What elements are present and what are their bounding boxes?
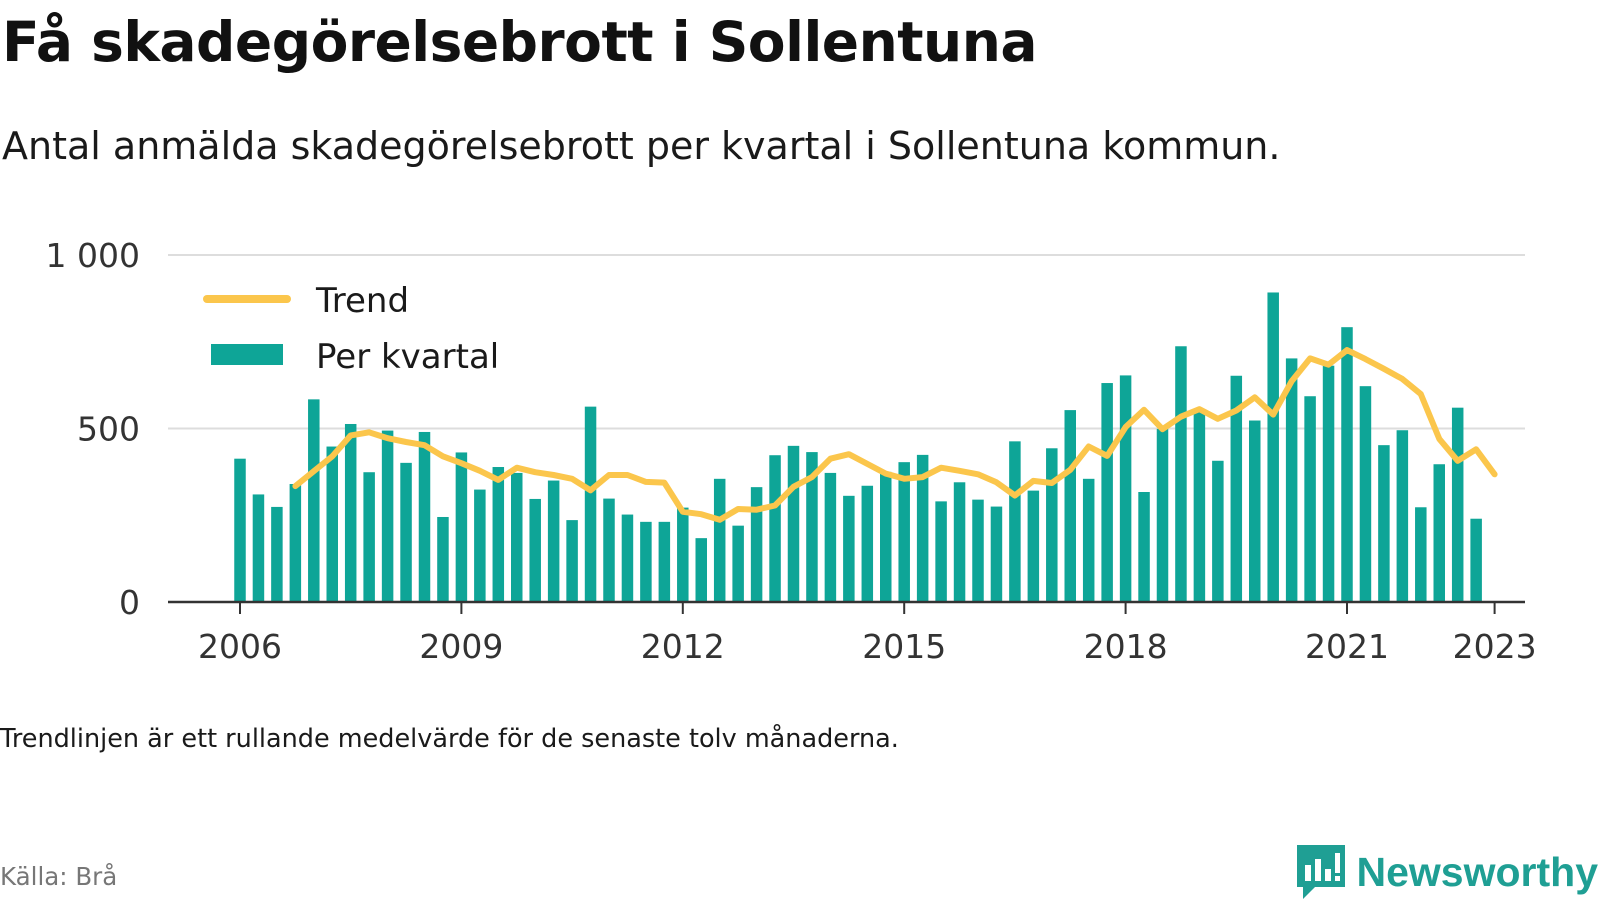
- bar: [806, 452, 818, 602]
- bar: [1415, 507, 1427, 602]
- bar: [1009, 441, 1021, 602]
- bar: [1175, 346, 1187, 602]
- bar: [732, 525, 744, 602]
- bar: [1230, 375, 1243, 602]
- bar: [1433, 464, 1445, 602]
- bars: [234, 292, 1482, 602]
- y-axis-labels: 0 500 1 000: [46, 236, 140, 622]
- bar: [474, 489, 486, 602]
- trend-line: [292, 347, 1498, 523]
- bar: [1249, 420, 1261, 602]
- bar: [547, 480, 560, 602]
- bar: [695, 538, 707, 602]
- bar: [455, 452, 468, 602]
- legend-label-trend: Trend: [315, 281, 409, 321]
- newsworthy-chart-icon: [1296, 845, 1345, 899]
- bar: [824, 472, 837, 602]
- bar: [363, 472, 375, 602]
- bar: [1285, 358, 1298, 602]
- bar: [1378, 445, 1390, 602]
- bar: [880, 471, 892, 602]
- x-tick-label: 2015: [862, 627, 946, 666]
- bar: [1359, 386, 1372, 602]
- bar: [658, 521, 671, 602]
- legend-swatch-per-kvartal: [211, 344, 283, 365]
- bar: [381, 430, 394, 602]
- bar: [1267, 292, 1279, 602]
- x-tick-label: 2012: [641, 627, 725, 666]
- bar: [640, 521, 652, 602]
- bar: [1082, 478, 1095, 602]
- bar: [787, 445, 800, 602]
- y-tick-label: 0: [119, 583, 140, 622]
- source-credit: Källa: Brå: [0, 862, 118, 891]
- bar: [990, 506, 1003, 602]
- bar: [1212, 460, 1224, 602]
- bar: [935, 501, 947, 602]
- bar: [1451, 407, 1464, 602]
- bar: [1193, 410, 1206, 602]
- gridlines: [168, 254, 1525, 430]
- bar: [1046, 448, 1058, 602]
- y-tick-label: 1 000: [46, 236, 140, 275]
- bar: [713, 478, 726, 602]
- x-axis: 2006 2009 2012 2015 2018 2021 2023: [168, 600, 1537, 666]
- x-tick-label: 2009: [419, 627, 503, 666]
- x-tick-label: 2021: [1305, 627, 1389, 666]
- bar: [418, 431, 431, 602]
- x-tick-label: 2023: [1453, 627, 1537, 666]
- bar: [898, 462, 910, 602]
- bar: [1101, 383, 1113, 602]
- bar: [769, 455, 781, 602]
- bar: [400, 462, 412, 602]
- bar: [1396, 430, 1409, 602]
- bar: [584, 406, 597, 602]
- bar: [843, 495, 855, 602]
- bar: [1119, 375, 1132, 602]
- bar: [252, 494, 265, 602]
- bar: [1156, 428, 1169, 602]
- bar: [677, 507, 689, 602]
- bar: [953, 482, 966, 602]
- bar: [750, 487, 763, 602]
- bar: [492, 467, 505, 602]
- bar: [326, 446, 338, 602]
- bar: [566, 520, 578, 602]
- footnote: Trendlinjen är ett rullande medelvärde f…: [0, 724, 899, 754]
- bar: [1470, 518, 1482, 602]
- brand-name: Newsworthy: [1356, 848, 1599, 895]
- bar: [529, 498, 541, 602]
- bar: [1138, 492, 1150, 602]
- bar: [308, 399, 320, 602]
- bar: [1322, 365, 1335, 602]
- x-tick-label: 2018: [1084, 627, 1168, 666]
- brand-logo[interactable]: Newsworthy: [1295, 843, 1599, 901]
- bar: [271, 506, 283, 602]
- bar: [1341, 327, 1353, 602]
- bar: [972, 499, 984, 602]
- bar: [861, 485, 874, 602]
- bar: [1027, 490, 1040, 602]
- y-tick-label: 500: [77, 410, 140, 449]
- chart-subtitle: Antal anmälda skadegörelsebrott per kvar…: [2, 124, 1281, 168]
- bar: [916, 454, 929, 602]
- trend-line-layer: [292, 347, 1498, 523]
- legend: Trend Per kvartal: [203, 281, 499, 377]
- bar: [1064, 410, 1076, 602]
- bar: [437, 516, 449, 602]
- x-tick-label: 2006: [198, 627, 282, 666]
- chart-title: Få skadegörelsebrott i Sollentuna: [2, 10, 1037, 74]
- bar: [1304, 396, 1316, 602]
- bar: [511, 472, 523, 602]
- bar: [603, 498, 615, 602]
- bar: [344, 423, 357, 602]
- bar: [621, 514, 634, 602]
- bar: [289, 484, 302, 602]
- legend-label-per-kvartal: Per kvartal: [316, 337, 499, 377]
- bar: [234, 458, 246, 602]
